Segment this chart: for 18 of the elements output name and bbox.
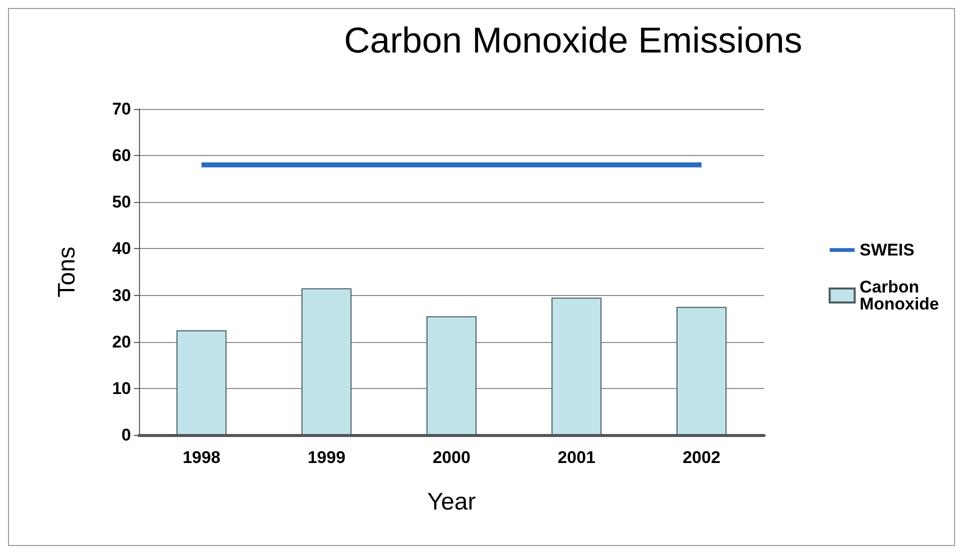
y-axis-title: Tons: [54, 246, 80, 298]
chart-title: Carbon Monoxide Emissions: [344, 20, 802, 60]
y-tick-label: 30: [112, 286, 131, 305]
y-tick-label: 40: [112, 239, 131, 258]
y-tick-label: 70: [112, 100, 131, 118]
y-tick-label: 60: [112, 146, 131, 166]
y-tick-label: 20: [112, 332, 131, 352]
y-tick-label: 0: [122, 426, 131, 444]
x-tick-label: 1998: [182, 448, 220, 467]
y-tick-label: 10: [112, 378, 131, 398]
y-tick-label: 50: [112, 192, 131, 212]
x-tick-label: 2000: [432, 448, 470, 467]
x-tick-label: 2001: [558, 448, 596, 467]
x-axis-title: Year: [427, 488, 476, 516]
x-tick-label: 1999: [308, 448, 346, 467]
x-tick-label: 2002: [682, 448, 720, 467]
legend-label: SWEIS: [860, 240, 914, 260]
legend-label: Carbon Monoxide: [860, 278, 940, 314]
